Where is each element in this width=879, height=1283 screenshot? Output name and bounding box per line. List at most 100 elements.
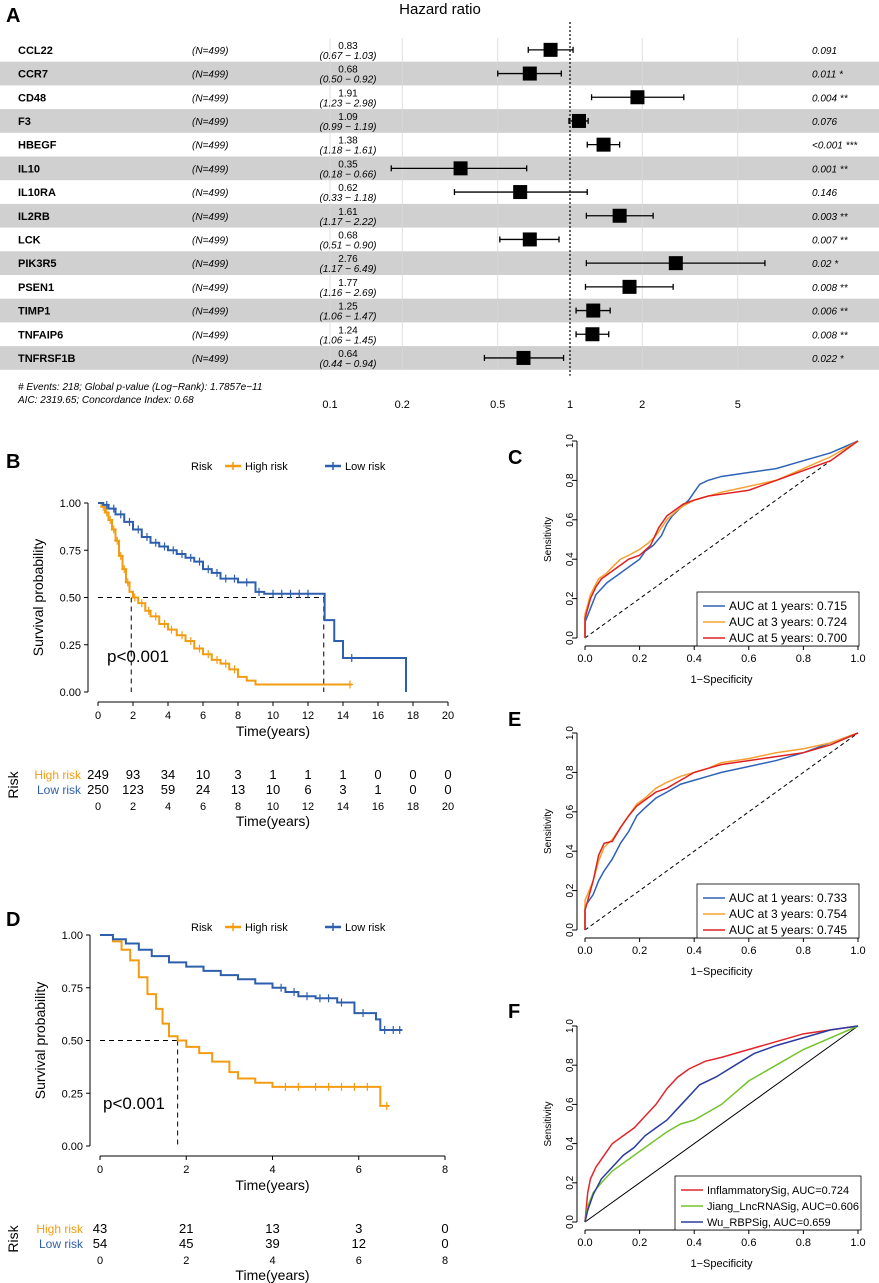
roc-x-tick-label: 0.0 [577, 1237, 592, 1249]
km-x-tick-label: 14 [337, 710, 349, 722]
risk-table-count: 0 [444, 767, 451, 782]
forest-row-band [0, 298, 879, 323]
forest-hr-marker [522, 66, 537, 81]
forest-gene-label: TNFAIP6 [18, 329, 63, 341]
risk-table-count: 0 [409, 782, 416, 797]
km-y-tick-label: 1.00 [62, 930, 83, 942]
roc-x-tick-label: 0.2 [632, 1237, 647, 1249]
forest-n-label: (N=499) [192, 117, 228, 128]
km-y-tick-label: 0.75 [62, 983, 83, 995]
risk-table-x-tick-label: 0 [95, 801, 101, 813]
forest-footnote: AIC: 2319.65; Concordance Index: 0.68 [17, 395, 194, 406]
risk-table-x-tick-label: 20 [442, 801, 454, 813]
forest-pvalue: 0.004 ** [812, 93, 849, 104]
risk-table-count: 12 [352, 1236, 366, 1251]
forest-gene-label: TNFRSF1B [18, 353, 76, 365]
roc-y-tick-label: 0.6 [565, 804, 576, 818]
forest-hr-marker [453, 161, 468, 176]
forest-hr-marker [513, 185, 528, 200]
forest-n-label: (N=499) [192, 259, 228, 270]
forest-hr-marker [596, 137, 611, 152]
risk-table-count: 0 [409, 767, 416, 782]
forest-n-label: (N=499) [192, 164, 228, 175]
forest-row-band [0, 203, 879, 228]
forest-pvalue: 0.091 [812, 46, 837, 57]
forest-hr-label: 2.76 [338, 254, 358, 265]
forest-ci-label: (1.17 − 6.49) [320, 264, 377, 275]
roc-curve [584, 732, 859, 930]
forest-ci-label: (1.18 − 1.61) [320, 146, 377, 157]
forest-gene-label: CD48 [18, 92, 46, 104]
forest-ci-label: (0.67 − 1.03) [320, 51, 377, 62]
roc-diagonal [584, 1025, 859, 1223]
km-x-tick-label: 10 [267, 710, 279, 722]
roc-y-axis-label: Sensitivity [543, 1101, 554, 1146]
roc-x-tick-label: 1.0 [850, 653, 865, 665]
forest-gene-label: LCK [18, 234, 41, 246]
forest-hr-marker [571, 113, 586, 128]
risk-table-count: 1 [374, 782, 381, 797]
roc-legend-box [696, 591, 860, 647]
risk-table-count: 1 [304, 767, 311, 782]
roc-y-tick-label: 0.4 [565, 552, 576, 566]
roc-x-axis-label: 1−Specificity [690, 966, 753, 978]
risk-table-x-tick-label: 8 [235, 801, 241, 813]
risk-table-x-label: Time(years) [236, 813, 310, 829]
forest-hr-label: 1.25 [338, 302, 358, 313]
roc-plot-c: 0.00.0 0.2 0.2 0.4 0.4 0.6 0.6 0.8 0.8 1.0 1.0 1−Sp… [543, 434, 866, 686]
forest-hr-label: 0.68 [338, 65, 358, 76]
roc-y-tick-label: 0.4 [565, 1136, 576, 1150]
roc-curve [584, 732, 859, 930]
forest-gene-label: F3 [18, 116, 31, 128]
forest-gene-label: CCL22 [18, 45, 53, 57]
forest-x-tick-label: 5 [735, 399, 741, 411]
km-x-tick-label: 4 [269, 1164, 275, 1176]
roc-curve [584, 440, 859, 638]
forest-hr-marker [585, 327, 600, 342]
forest-hr-label: 1.77 [338, 278, 358, 289]
forest-ci-label: (0.51 − 0.90) [320, 240, 377, 251]
forest-pvalue: 0.022 * [812, 354, 845, 365]
panel-letter-d: D [6, 909, 20, 931]
risk-table-x-tick-label: 8 [442, 1255, 448, 1267]
roc-y-tick-label: 0.2 [565, 1175, 576, 1189]
roc-y-tick-label: 1.0 [565, 434, 576, 448]
km-x-tick-label: 8 [442, 1164, 448, 1176]
roc-curve [584, 440, 859, 638]
forest-pvalue: 0.146 [812, 188, 837, 199]
forest-ci-label: (0.18 − 0.66) [320, 169, 377, 180]
roc-diagonal [584, 440, 859, 639]
risk-table-count: 0 [441, 1236, 448, 1251]
forest-n-label: (N=499) [192, 235, 228, 246]
forest-gene-label: PSEN1 [18, 282, 54, 294]
forest-pvalue: 0.076 [812, 117, 837, 128]
km-pvalue: p<0.001 [107, 647, 169, 666]
forest-hr-marker [522, 232, 537, 247]
roc-x-tick-label: 0.6 [741, 653, 756, 665]
roc-legend-label: AUC at 3 years: 0.724 [729, 615, 847, 629]
forest-hr-marker [516, 350, 531, 365]
roc-legend-box [674, 1175, 862, 1231]
forest-ci-label: (1.06 − 1.45) [320, 335, 377, 346]
km-plot-d: Risk High risk Low risk0.000.250.500.751.0… [5, 922, 449, 1283]
forest-hr-label: 1.61 [338, 207, 358, 218]
roc-legend-box [696, 883, 860, 939]
roc-legend-label: AUC at 1 years: 0.715 [729, 599, 847, 613]
roc-curve [584, 1025, 859, 1223]
roc-y-tick-label: 0.8 [565, 473, 576, 487]
km-curve-low-risk [100, 934, 402, 1031]
roc-plot-e: 0.00.0 0.2 0.2 0.4 0.4 0.6 0.6 0.8 0.8 1.0 1.0 1−Sp… [543, 726, 866, 978]
km-x-tick-label: 8 [235, 710, 241, 722]
forest-pvalue: 0.003 ** [812, 212, 849, 223]
risk-table-count: 24 [196, 782, 210, 797]
forest-n-label: (N=499) [192, 141, 228, 152]
forest-n-label: (N=499) [192, 330, 228, 341]
roc-legend-label: AUC at 5 years: 0.745 [729, 923, 847, 937]
forest-hr-marker [668, 256, 683, 271]
roc-curve [584, 732, 859, 930]
forest-ci-label: (1.06 − 1.47) [320, 312, 377, 323]
forest-plot: Hazard ratio CCL22 (N=499) 0.83(0.67 − 1.03… [0, 1, 879, 411]
risk-table-count: 45 [179, 1236, 193, 1251]
risk-table-x-tick-label: 6 [200, 801, 206, 813]
risk-table-x-label: Time(years) [235, 1267, 309, 1283]
